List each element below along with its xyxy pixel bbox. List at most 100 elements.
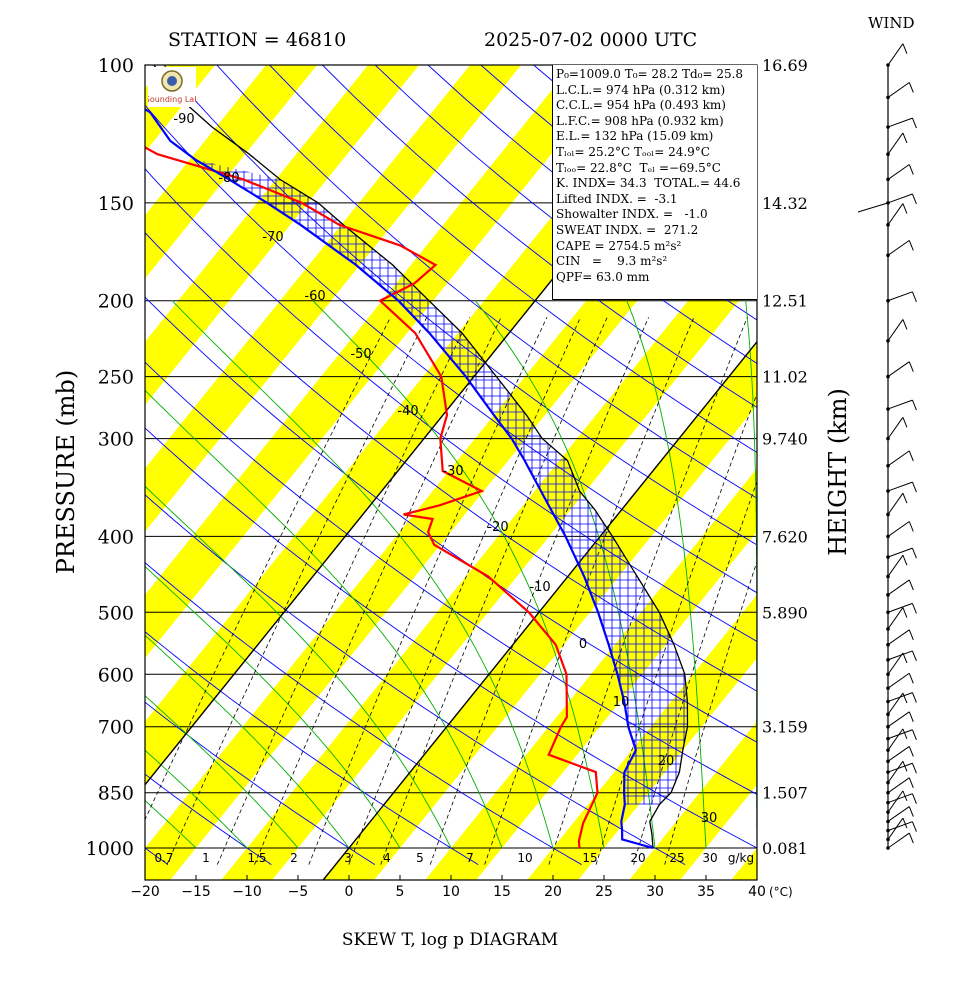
mixing-ratio-line	[633, 480, 757, 865]
info-line: CAPE = 2754.5 m²s²	[556, 238, 682, 253]
y-axis-right-title: HEIGHT (km)	[824, 388, 852, 556]
moist-adiabat	[0, 301, 43, 848]
wind-barb	[887, 821, 913, 832]
wind-barb	[887, 602, 913, 613]
isotherm-band	[0, 45, 27, 880]
mixing-ratio-label: 3	[344, 851, 352, 865]
wind-barb	[887, 239, 910, 256]
chart-title: SKEW T, log p DIAGRAM	[342, 930, 558, 950]
series-line-parcel	[145, 107, 654, 850]
x-tick-label: −15	[181, 884, 211, 900]
dry-adiabat	[145, 494, 686, 865]
isotherm-label: -60	[304, 289, 325, 304]
wind-barb	[887, 291, 913, 302]
dry-adiabat	[322, 65, 757, 409]
pressure-tick-label: 400	[98, 526, 134, 548]
dry-adiabat	[145, 168, 757, 642]
mixing-ratio-line	[484, 317, 695, 865]
wind-barb-flag	[902, 817, 908, 829]
mixing-ratio-label: 1.5	[247, 851, 266, 865]
info-line: CIN = 9.3 m²s²	[556, 254, 668, 269]
wind-barb-flag	[902, 43, 908, 54]
mixing-ratio-label: 2	[290, 851, 298, 865]
series-line-temperature	[153, 65, 689, 849]
wind-barb-flag	[911, 291, 917, 302]
isotherm-band	[629, 721, 757, 880]
wind-barb	[887, 492, 904, 515]
pressure-tick-label: 100	[98, 55, 134, 77]
isotherm-label: 30	[701, 811, 718, 826]
mixing-ratio-label: 5	[416, 851, 424, 865]
wind-title: WIND	[868, 14, 915, 32]
wind-barb-flag	[911, 117, 917, 129]
x-unit-label: (°C)	[769, 885, 793, 899]
info-line: SWEAT INDX. = 271.2	[556, 222, 699, 237]
wind-barb-flag	[911, 729, 917, 740]
mixing-ratio-line	[166, 317, 428, 865]
isotherm-band	[145, 65, 318, 279]
wind-barb-flag	[908, 164, 914, 175]
mixing-ratio-label: 15	[582, 851, 597, 865]
x-tick-label: −10	[232, 884, 262, 900]
dry-adiabat	[145, 232, 757, 692]
height-tick-label: 11.02	[762, 368, 808, 387]
moist-adiabat	[626, 300, 707, 849]
isotherm-label: 20	[658, 754, 675, 769]
wind-barb-flag	[908, 832, 914, 844]
wind-barb-flag	[911, 650, 917, 662]
series-line-dewpoint	[145, 146, 599, 849]
dry-adiabat	[145, 104, 757, 594]
x-tick-label: 0	[345, 884, 354, 900]
dry-adiabat	[216, 65, 757, 499]
wind-barb-flag	[902, 203, 908, 214]
x-tick-label: −20	[130, 884, 160, 900]
pressure-tick-label: 850	[98, 783, 134, 805]
lab-logo: Sounding Lab	[145, 67, 199, 107]
wind-barb	[887, 672, 910, 689]
info-line: P₀=1009.0 T₀= 28.2 Td₀= 25.8	[556, 67, 744, 81]
wind-barb-flag	[902, 417, 908, 428]
logo-text: Sounding Lab	[148, 95, 196, 104]
height-tick-label: 5.890	[762, 603, 808, 622]
mixing-ratio-line	[254, 317, 502, 865]
wind-barb	[887, 579, 910, 596]
dry-adiabat	[744, 65, 757, 75]
freezing-isotherm	[322, 340, 757, 880]
dry-adiabat	[145, 773, 272, 865]
wind-barb-flag	[908, 240, 914, 251]
wind-barb	[887, 607, 904, 630]
info-line: K. INDX= 34.3 TOTAL.= 44.6	[556, 176, 741, 191]
info-line: Tₗₒₒ= 22.8°C Tₑₗ =−69.5°C	[556, 160, 721, 175]
wind-barb	[887, 43, 904, 66]
wind-barb-flag	[911, 793, 917, 804]
isotherm-label: -30	[442, 464, 463, 479]
wind-barb	[887, 82, 910, 98]
wind-barb-flag	[902, 728, 908, 740]
wind-barb	[887, 793, 913, 804]
dry-adiabat	[145, 631, 479, 865]
wind-barb	[887, 481, 913, 492]
indices-box: P₀=1009.0 T₀= 28.2 Td₀= 25.8 L.C.L.= 974…	[552, 65, 757, 300]
wind-barb-flag	[911, 763, 917, 774]
wind-barb	[887, 164, 910, 180]
isotherm-label: -90	[173, 112, 194, 127]
wind-barb	[887, 650, 913, 661]
isotherm-band	[731, 848, 757, 880]
mixing-ratio-label: 10	[517, 851, 532, 865]
dry-adiabat	[145, 361, 757, 795]
wind-barb-flag	[908, 629, 914, 640]
wind-barb-flag	[908, 579, 914, 591]
wind-barb	[887, 692, 904, 715]
wind-barb	[887, 117, 913, 128]
wind-barb	[887, 806, 910, 822]
x-tick-label: 10	[442, 884, 460, 900]
plot-area	[0, 45, 757, 880]
info-line: QPF= 63.0 mm	[556, 269, 650, 284]
wind-barb-flag	[908, 450, 914, 462]
pressure-tick-label: 200	[98, 291, 134, 313]
height-tick-label: 7.620	[762, 527, 808, 546]
wind-barb-flag	[902, 492, 908, 504]
isotherm-label: 0	[579, 637, 587, 652]
moist-adiabat	[145, 749, 248, 849]
